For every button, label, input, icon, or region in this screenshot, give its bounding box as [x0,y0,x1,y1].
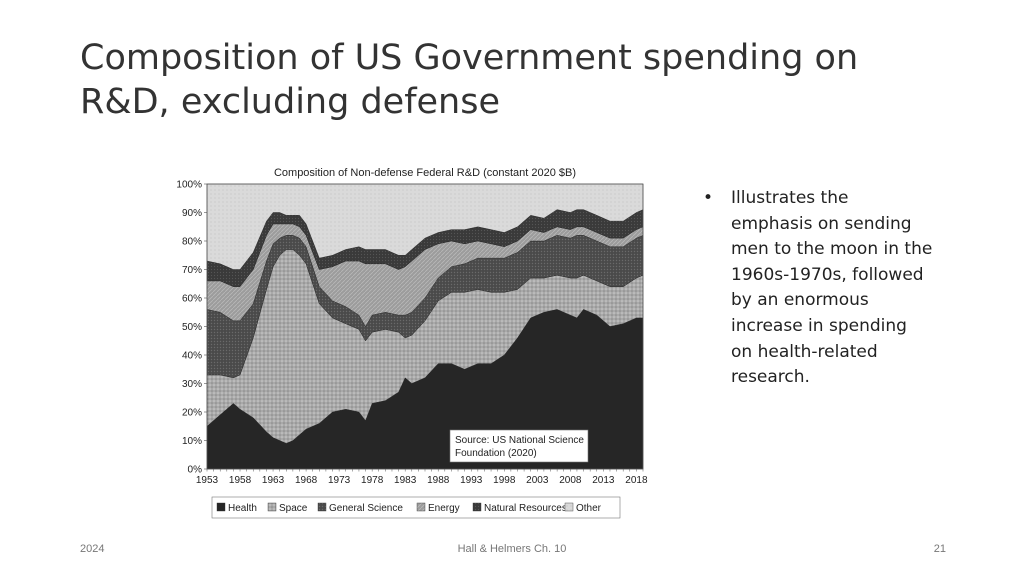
legend-swatch-other [564,502,574,512]
x-tick-label: 1958 [229,475,252,486]
y-tick-label: 60% [182,294,202,305]
y-tick-label: 40% [182,351,202,362]
x-tick-label: 2003 [526,475,549,486]
x-tick-label: 1963 [262,475,285,486]
x-tick-label: 2008 [559,475,582,486]
legend-swatch-general-science [317,502,327,512]
y-tick-label: 20% [182,408,202,419]
x-tick-label: 1968 [295,475,318,486]
footer-year: 2024 [80,543,105,555]
y-tick-label: 80% [182,237,202,248]
y-tick-label: 50% [182,322,202,333]
y-tick-label: 10% [182,436,202,447]
x-tick-label: 1988 [427,475,450,486]
x-tick-label: 1993 [460,475,483,486]
x-axis: 1953 1958 1963 1968 1973 1978 1983 1988 1993 1998… [196,469,648,486]
x-tick-label: 1998 [493,475,516,486]
y-tick-label: 100% [176,180,202,191]
legend-swatch-space [267,502,277,512]
slide-title: Composition of US Government spending on… [80,36,960,124]
slide-title-line-1: Composition of US Government spending on [80,38,859,78]
x-tick-label: 1953 [196,475,219,486]
x-tick-label: 2013 [592,475,615,486]
y-tick-label: 30% [182,379,202,390]
legend-label-natural-resources: Natural Resources [484,503,567,514]
legend-swatch-health [216,502,226,512]
y-tick-label: 0% [188,465,203,476]
x-tick-label: 2018 [625,475,648,486]
bullet-item: • Illustrates the emphasis on sending me… [703,186,933,391]
source-note-line-2: Foundation (2020) [455,448,537,459]
legend-label-energy: Energy [428,503,460,514]
area-layer [206,183,644,470]
legend-label-space: Space [279,503,308,514]
x-tick-label: 1983 [394,475,417,486]
chart-container: Composition of Non-defense Federal R&D (… [165,160,655,520]
slide-title-line-2: R&D, excluding defense [80,82,500,122]
stacked-area-chart: Composition of Non-defense Federal R&D (… [176,167,648,519]
source-note-box [449,429,589,463]
legend-label-other: Other [576,503,602,514]
legend: Health Space General Science Energy Natural … [211,496,621,519]
y-tick-label: 90% [182,208,202,219]
legend-swatch-natural-resources [472,502,482,512]
source-note: Source: US National Science Foundation (… [449,429,589,463]
y-axis: 0% 10% 20% 30% 40% 50% 60% 70% 80% 90% 100% [176,180,207,476]
bullet-text: Illustrates the emphasis on sending men … [731,188,933,388]
bullet-marker: • [703,188,714,208]
bullet-list: • Illustrates the emphasis on sending me… [703,186,933,391]
x-tick-label: 1973 [328,475,351,486]
source-note-line-1: Source: US National Science [455,435,584,446]
chart-title: Composition of Non-defense Federal R&D (… [274,167,576,179]
x-tick-label: 1978 [361,475,384,486]
legend-box [211,496,621,519]
y-tick-label: 70% [182,265,202,276]
legend-label-health: Health [228,503,257,514]
slide-number: 21 [933,543,946,555]
legend-label-general-science: General Science [329,503,403,514]
legend-swatch-energy [416,502,426,512]
footer-source: Hall & Helmers Ch. 10 [457,543,567,555]
